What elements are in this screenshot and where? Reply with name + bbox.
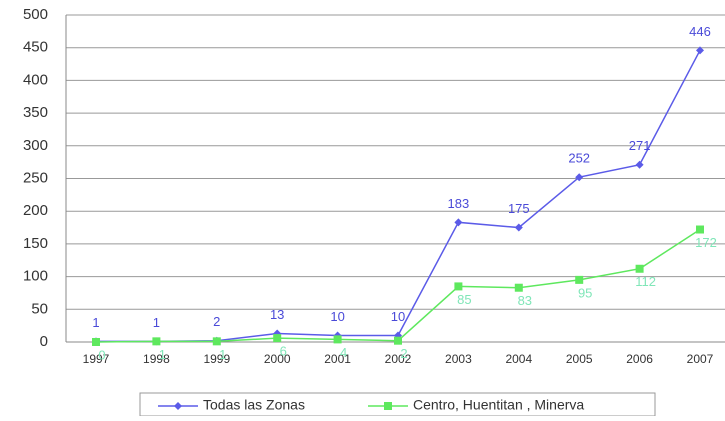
data-label: 172: [695, 235, 717, 250]
marker: [212, 337, 221, 346]
marker: [273, 334, 282, 343]
data-label: 112: [635, 274, 656, 289]
x-tick-label: 2002: [385, 352, 412, 366]
x-tick-label: 2004: [505, 352, 532, 366]
data-label: 10: [330, 309, 344, 324]
y-tick-label: 400: [23, 71, 48, 88]
data-label: 10: [391, 309, 405, 324]
series-line: [95, 228, 701, 343]
series-line: [96, 49, 701, 343]
data-label: 4: [340, 345, 347, 360]
marker: [92, 338, 100, 346]
data-label: 1: [159, 347, 166, 362]
data-label: 95: [578, 285, 592, 300]
x-tick-label: 2007: [687, 352, 714, 366]
y-tick-label: 0: [40, 333, 48, 350]
data-label: 2: [213, 314, 220, 329]
marker: [635, 264, 644, 273]
legend-label: Todas las Zonas: [203, 397, 305, 413]
legend-marker: [384, 402, 392, 410]
marker: [152, 337, 161, 346]
data-label: 2: [400, 346, 407, 361]
marker: [333, 335, 342, 344]
x-tick-label: 2001: [324, 352, 351, 366]
marker: [454, 282, 463, 291]
marker: [514, 223, 523, 232]
data-label: 13: [270, 307, 284, 322]
legend-marker: [174, 402, 182, 410]
data-label: 6: [280, 344, 287, 359]
marker: [696, 46, 704, 55]
data-label: 252: [568, 151, 590, 166]
y-tick-label: 50: [31, 300, 48, 317]
data-label: 0: [98, 347, 105, 362]
data-label: 175: [508, 201, 530, 216]
data-label: 183: [448, 196, 470, 211]
marker: [514, 283, 523, 292]
x-tick-label: 1998: [143, 352, 170, 366]
marker: [635, 160, 644, 169]
data-label: 1: [153, 315, 160, 330]
data-label: 1: [92, 315, 99, 330]
y-tick-label: 250: [23, 169, 48, 186]
data-label: 83: [518, 293, 532, 308]
data-label: 1: [219, 347, 226, 362]
data-label: 271: [629, 138, 651, 153]
y-tick-label: 350: [23, 104, 48, 121]
marker: [575, 275, 584, 284]
y-tick-label: 100: [23, 268, 48, 285]
y-tick-label: 500: [23, 6, 48, 23]
y-tick-label: 200: [23, 202, 48, 219]
x-tick-label: 1997: [83, 352, 110, 366]
x-tick-label: 1999: [203, 352, 230, 366]
marker: [575, 173, 584, 182]
x-tick-label: 2003: [445, 352, 472, 366]
marker: [454, 218, 463, 227]
x-tick-label: 2000: [264, 352, 291, 366]
y-tick-label: 300: [23, 137, 48, 154]
marker: [696, 225, 704, 234]
legend-label: Centro, Huentitan , Minerva: [413, 397, 584, 413]
marker: [394, 336, 402, 345]
y-tick-label: 450: [23, 39, 48, 56]
data-label: 446: [689, 24, 711, 39]
y-tick-label: 150: [23, 235, 48, 252]
x-tick-label: 2005: [566, 352, 593, 366]
x-tick-label: 2006: [626, 352, 653, 366]
data-label: 85: [457, 292, 471, 307]
